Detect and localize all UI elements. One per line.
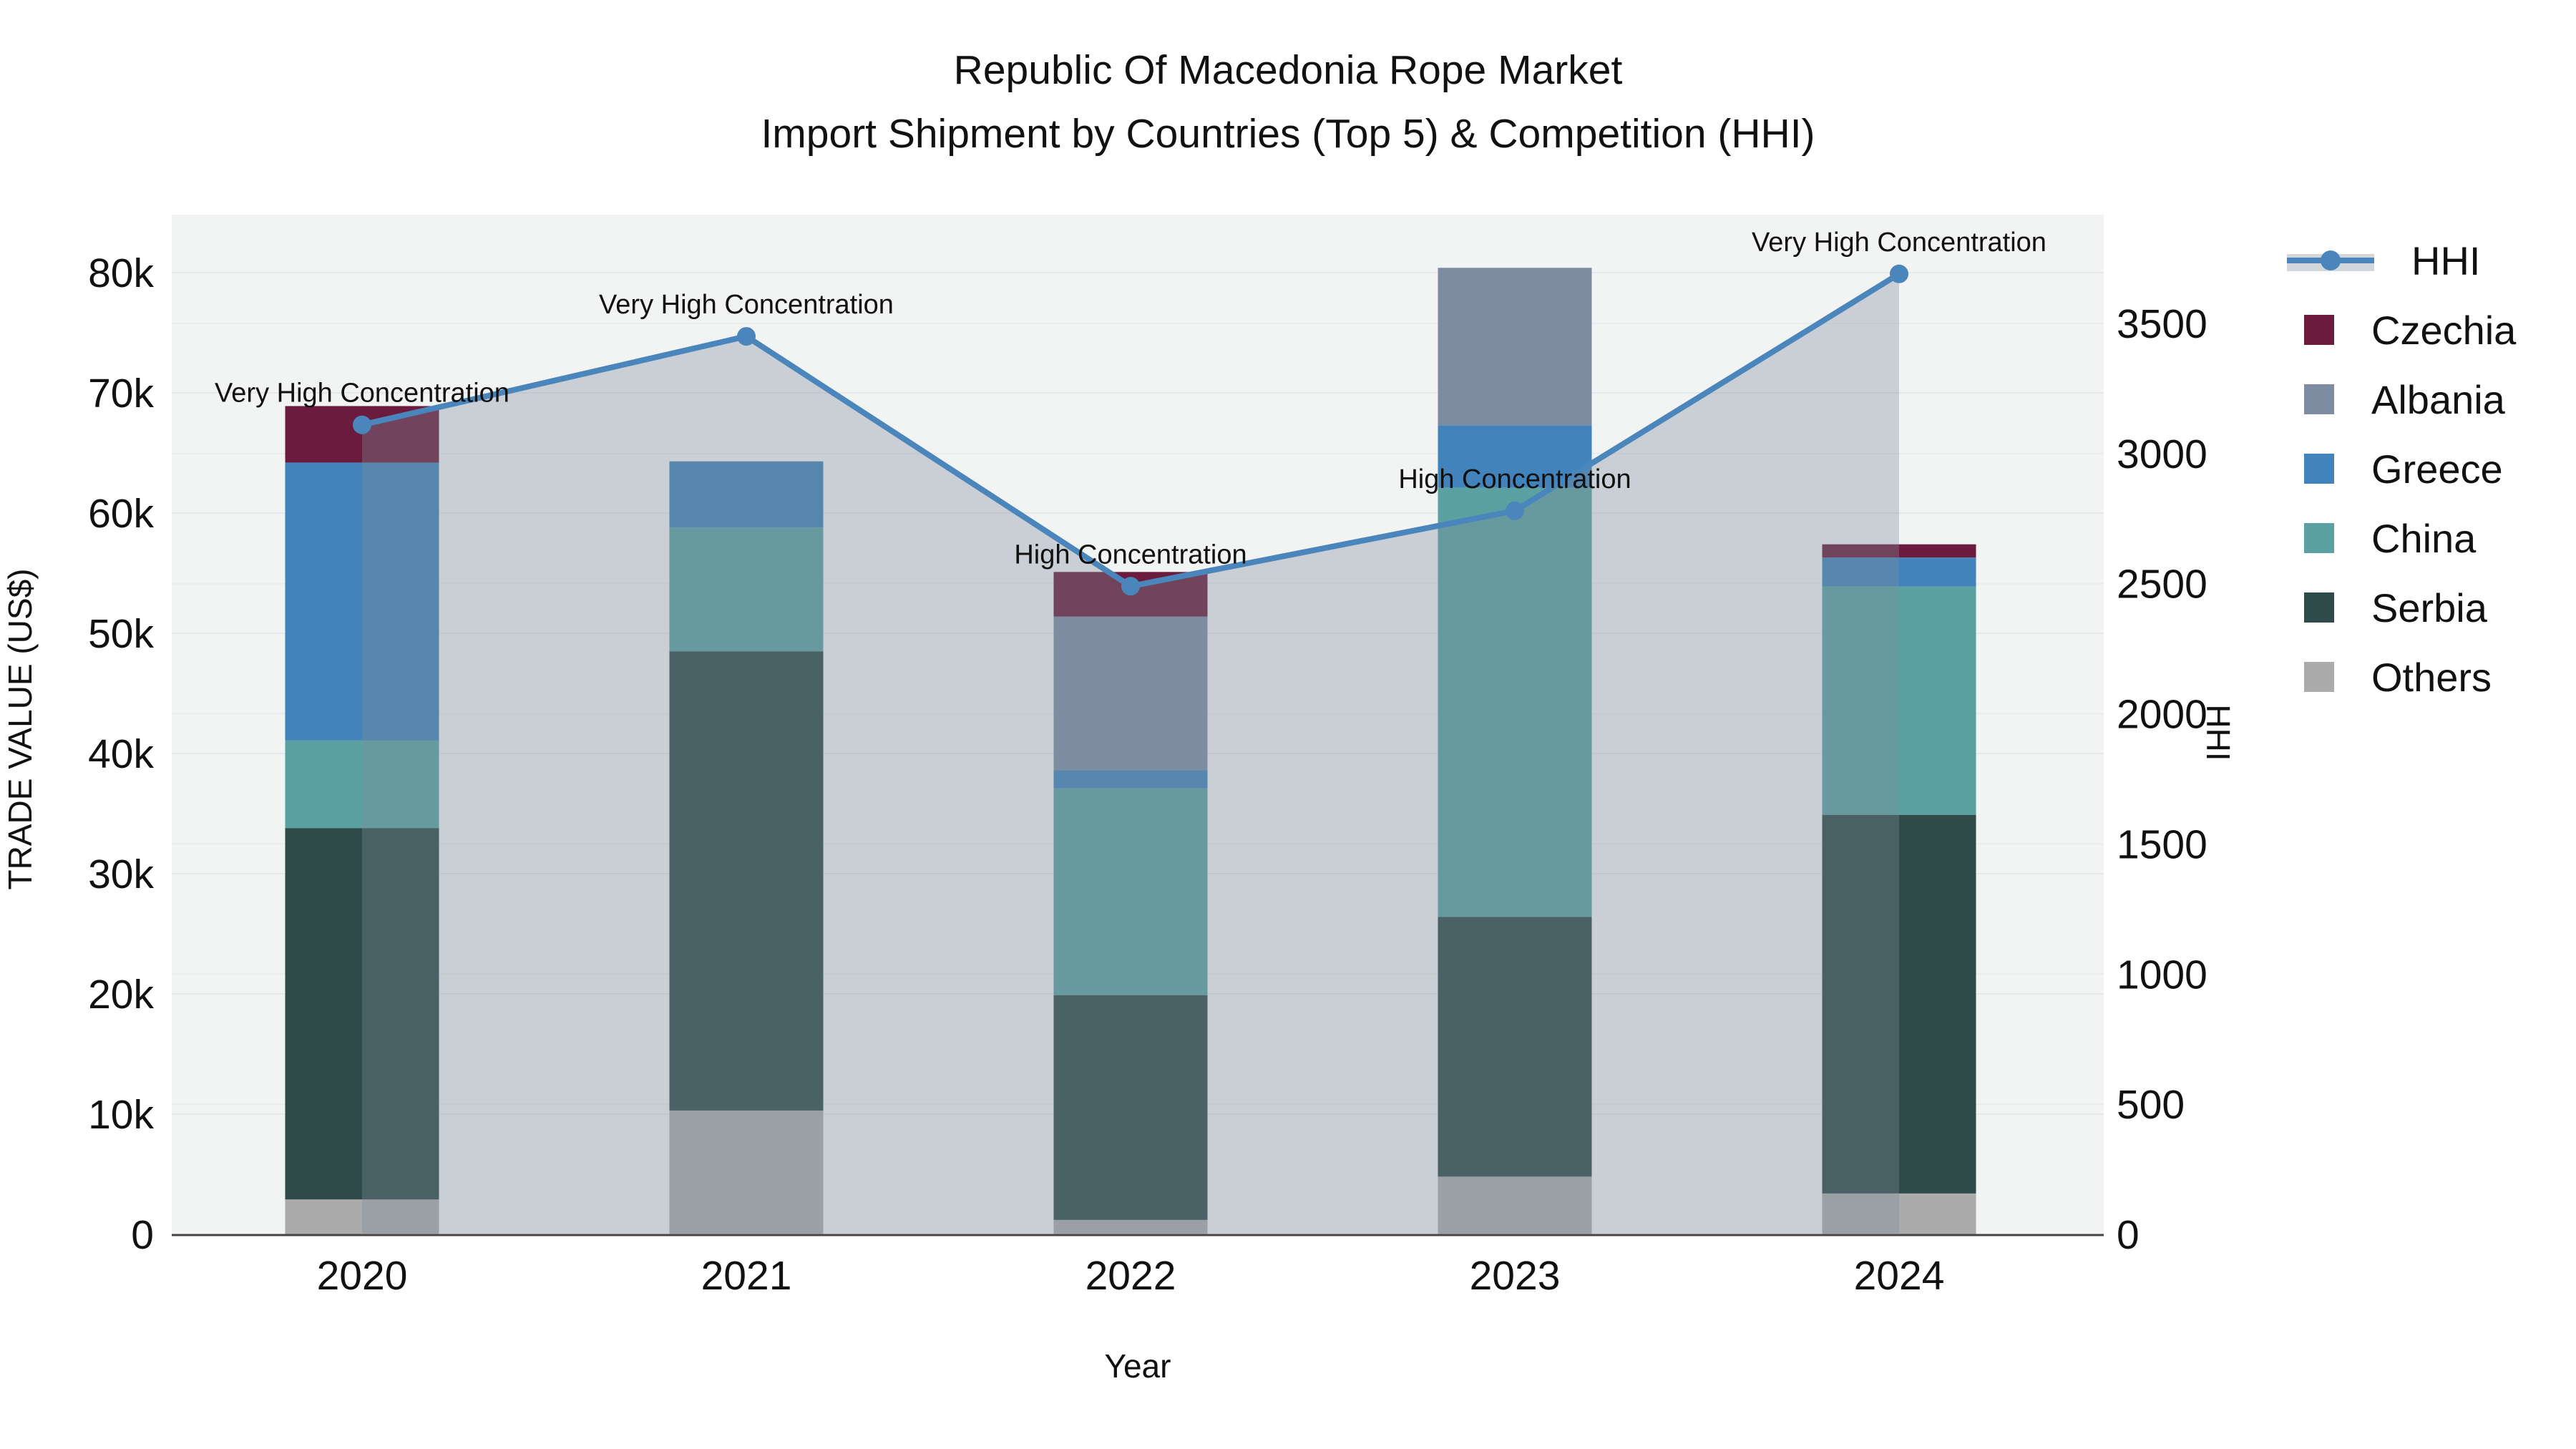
annotation-2023: High Concentration bbox=[1398, 464, 1631, 494]
x-tick-label-2020: 2020 bbox=[317, 1253, 408, 1299]
y-left-axis-title: TRADE VALUE (US$) bbox=[1, 568, 39, 890]
chart-subtitle: Import Shipment by Countries (Top 5) & C… bbox=[761, 111, 1815, 157]
legend-label-hhi: HHI bbox=[2411, 238, 2481, 283]
bar-segment-others-2022[interactable] bbox=[1053, 1219, 1208, 1234]
y-right-axis-title: HHI bbox=[2200, 704, 2237, 761]
x-tick-label-2024: 2024 bbox=[1854, 1253, 1945, 1299]
hhi-marker-2023[interactable] bbox=[1506, 501, 1524, 520]
y-right-tick-label: 2500 bbox=[2117, 562, 2207, 608]
y-left-tick-label: 30k bbox=[88, 852, 154, 897]
legend-label-czechia: Czechia bbox=[2371, 307, 2517, 353]
y-right-tick-label: 3000 bbox=[2117, 431, 2207, 477]
y-left-tick-label: 0 bbox=[131, 1212, 154, 1258]
legend-swatch-czechia bbox=[2304, 315, 2334, 345]
bar-segment-greece-2020[interactable] bbox=[285, 462, 439, 741]
bar-segment-serbia-2023[interactable] bbox=[1438, 917, 1592, 1177]
y-left-tick-label: 60k bbox=[88, 491, 154, 537]
x-axis-title: Year bbox=[1104, 1347, 1171, 1385]
annotation-2022: High Concentration bbox=[1014, 540, 1246, 570]
y-right-tick-label: 0 bbox=[2117, 1212, 2140, 1258]
x-tick-label-2022: 2022 bbox=[1085, 1253, 1176, 1299]
y-right-tick-label: 1000 bbox=[2117, 952, 2207, 997]
hhi-marker-sample bbox=[2321, 250, 2341, 270]
y-right-tick-label: 2000 bbox=[2117, 692, 2207, 738]
y-left-tick-label: 70k bbox=[88, 371, 154, 416]
y-left-tick-label: 40k bbox=[88, 731, 154, 777]
legend-label-serbia: Serbia bbox=[2371, 585, 2487, 630]
bar-segment-china-2023[interactable] bbox=[1438, 487, 1592, 917]
hhi-marker-2021[interactable] bbox=[737, 327, 756, 346]
bar-segment-others-2021[interactable] bbox=[669, 1110, 824, 1234]
chart-title: Republic Of Macedonia Rope Market bbox=[953, 47, 1623, 93]
bar-segment-albania-2022[interactable] bbox=[1053, 616, 1208, 771]
y-left-tick-label: 80k bbox=[88, 250, 154, 296]
x-tick-label-2023: 2023 bbox=[1470, 1253, 1561, 1299]
bar-segment-greece-2022[interactable] bbox=[1053, 770, 1208, 789]
bar-segment-albania-2023[interactable] bbox=[1438, 268, 1592, 426]
bar-segment-czechia-2024[interactable] bbox=[1822, 544, 1976, 558]
chart-title-block: Republic Of Macedonia Rope Market Import… bbox=[429, 50, 2147, 155]
annotation-2020: Very High Concentration bbox=[215, 379, 509, 409]
bar-segment-others-2020[interactable] bbox=[285, 1199, 439, 1234]
hhi-marker-2022[interactable] bbox=[1121, 577, 1140, 596]
bar-segment-others-2024[interactable] bbox=[1822, 1193, 1976, 1234]
bar-segment-greece-2024[interactable] bbox=[1822, 557, 1976, 587]
bar-segment-others-2023[interactable] bbox=[1438, 1176, 1592, 1234]
legend-label-albania: Albania bbox=[2371, 376, 2505, 422]
legend-swatch-greece bbox=[2304, 454, 2334, 484]
legend-item-czechia[interactable]: Czechia bbox=[2287, 297, 2516, 363]
hhi-line-sample-icon bbox=[2287, 245, 2374, 275]
bar-segment-serbia-2021[interactable] bbox=[669, 651, 824, 1111]
bar-segment-greece-2021[interactable] bbox=[669, 461, 824, 528]
legend-label-china: China bbox=[2371, 515, 2477, 561]
legend-swatch-others bbox=[2304, 662, 2334, 692]
legend-swatch-serbia bbox=[2304, 592, 2334, 623]
bar-segment-china-2022[interactable] bbox=[1053, 788, 1208, 995]
hhi-marker-2020[interactable] bbox=[353, 415, 371, 434]
annotation-2021: Very High Concentration bbox=[599, 290, 894, 320]
y-right-tick-label: 1500 bbox=[2117, 821, 2207, 867]
legend-item-greece[interactable]: Greece bbox=[2287, 436, 2503, 502]
y-right-tick-label: 3500 bbox=[2117, 301, 2207, 347]
bar-segment-china-2024[interactable] bbox=[1822, 586, 1976, 815]
bar-segment-serbia-2020[interactable] bbox=[285, 828, 439, 1200]
bar-segment-china-2021[interactable] bbox=[669, 527, 824, 652]
y-left-tick-label: 20k bbox=[88, 972, 154, 1018]
hhi-marker-2024[interactable] bbox=[1890, 264, 1908, 283]
y-right-tick-label: 500 bbox=[2117, 1082, 2185, 1128]
legend-item-others[interactable]: Others bbox=[2287, 644, 2492, 710]
legend-item-albania[interactable]: Albania bbox=[2287, 366, 2505, 432]
bar-segment-china-2020[interactable] bbox=[285, 740, 439, 829]
legend-label-greece: Greece bbox=[2371, 446, 2503, 492]
annotation-2024: Very High Concentration bbox=[1752, 228, 2046, 258]
legend-label-others: Others bbox=[2371, 654, 2492, 700]
y-left-tick-label: 50k bbox=[88, 611, 154, 657]
legend-item-serbia[interactable]: Serbia bbox=[2287, 575, 2487, 640]
bar-segment-serbia-2024[interactable] bbox=[1822, 814, 1976, 1194]
y-left-tick-label: 10k bbox=[88, 1092, 154, 1138]
x-tick-label-2021: 2021 bbox=[701, 1253, 792, 1299]
legend-swatch-albania bbox=[2304, 384, 2334, 414]
legend-item-hhi[interactable]: HHI bbox=[2287, 228, 2480, 293]
legend-item-china[interactable]: China bbox=[2287, 505, 2476, 571]
legend-swatch-china bbox=[2304, 523, 2334, 553]
bar-segment-serbia-2022[interactable] bbox=[1053, 995, 1208, 1220]
